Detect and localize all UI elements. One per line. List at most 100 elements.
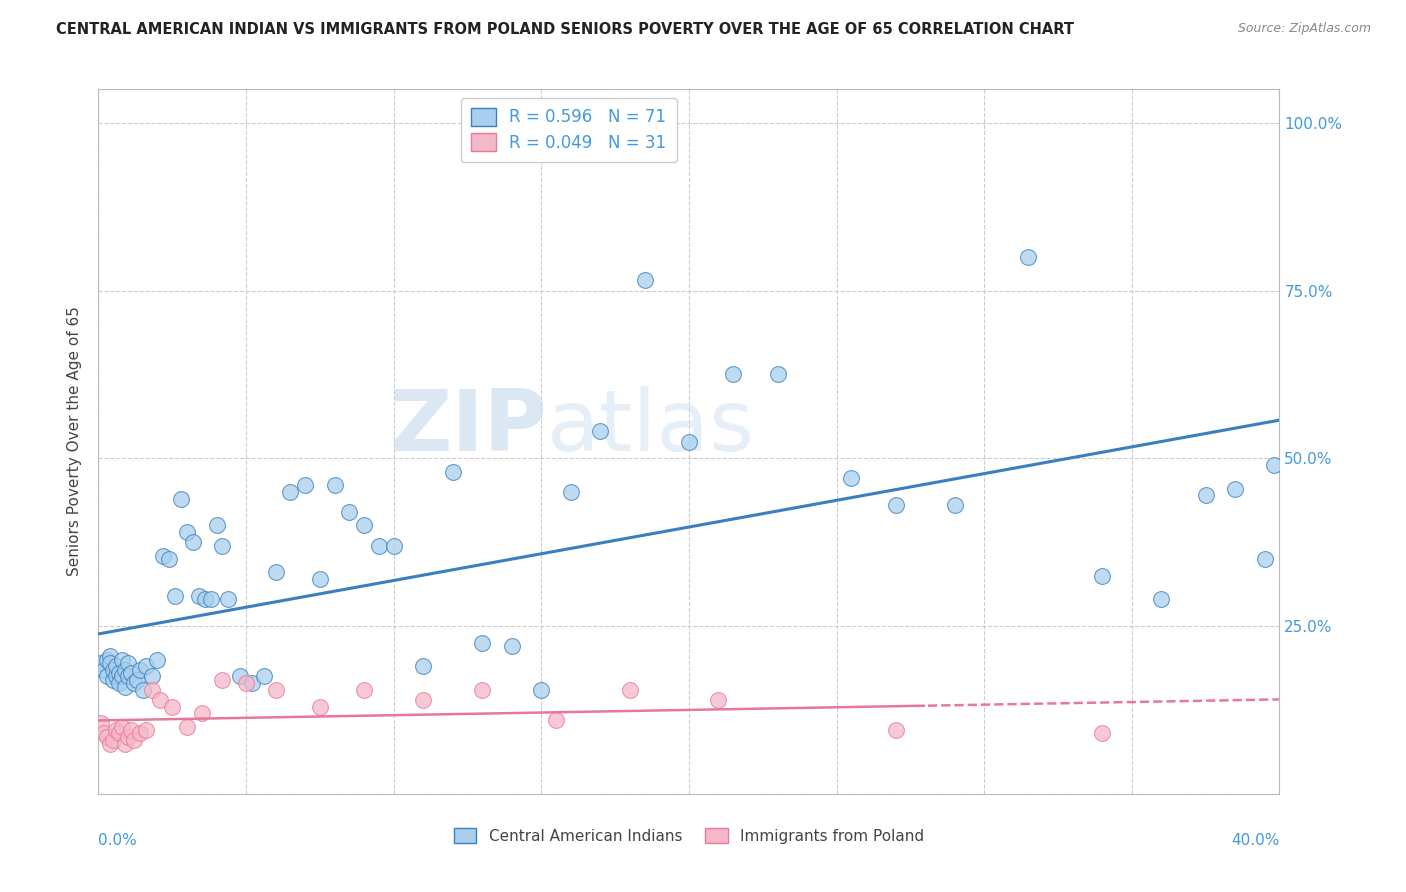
Point bbox=[368, 539, 391, 553]
Point bbox=[108, 676, 131, 690]
Point bbox=[530, 682, 553, 697]
Point bbox=[309, 699, 332, 714]
Point bbox=[105, 669, 128, 683]
Point bbox=[108, 666, 131, 681]
Point bbox=[560, 484, 582, 499]
Point bbox=[96, 669, 118, 683]
Point bbox=[120, 666, 142, 681]
Point bbox=[103, 663, 125, 677]
Text: ZIP: ZIP bbox=[389, 386, 547, 469]
Point bbox=[96, 653, 118, 667]
Point bbox=[191, 706, 214, 721]
Point bbox=[382, 539, 405, 553]
Point bbox=[146, 653, 169, 667]
Point bbox=[128, 663, 150, 677]
Point bbox=[766, 368, 789, 382]
Point bbox=[200, 592, 222, 607]
Point bbox=[441, 465, 464, 479]
Point bbox=[211, 673, 233, 687]
Point bbox=[135, 659, 157, 673]
Point bbox=[546, 713, 568, 727]
Point bbox=[114, 737, 136, 751]
Point bbox=[132, 682, 155, 697]
Point bbox=[181, 535, 204, 549]
Point bbox=[194, 592, 217, 607]
Point bbox=[353, 682, 375, 697]
Point bbox=[339, 505, 361, 519]
Point bbox=[1150, 592, 1173, 607]
Point bbox=[170, 491, 193, 506]
Point bbox=[108, 726, 131, 740]
Point bbox=[841, 471, 863, 485]
Point bbox=[1195, 488, 1218, 502]
Point bbox=[128, 726, 150, 740]
Point bbox=[634, 273, 657, 287]
Point bbox=[309, 572, 332, 586]
Point bbox=[93, 663, 115, 677]
Point bbox=[723, 368, 745, 382]
Point bbox=[187, 589, 209, 603]
Point bbox=[117, 669, 139, 683]
Point bbox=[117, 730, 139, 744]
Point bbox=[111, 669, 134, 683]
Text: atlas: atlas bbox=[547, 386, 755, 469]
Point bbox=[1091, 726, 1114, 740]
Point bbox=[90, 716, 112, 731]
Point bbox=[111, 653, 134, 667]
Point bbox=[884, 498, 907, 512]
Point bbox=[943, 498, 966, 512]
Point bbox=[114, 680, 136, 694]
Point bbox=[211, 539, 233, 553]
Point bbox=[114, 663, 136, 677]
Point bbox=[678, 434, 700, 449]
Point bbox=[253, 669, 276, 683]
Point bbox=[1263, 458, 1285, 472]
Point bbox=[120, 723, 142, 738]
Point bbox=[117, 656, 139, 670]
Point bbox=[229, 669, 252, 683]
Point bbox=[176, 525, 198, 540]
Point bbox=[205, 518, 228, 533]
Point bbox=[353, 518, 375, 533]
Point bbox=[122, 676, 145, 690]
Text: CENTRAL AMERICAN INDIAN VS IMMIGRANTS FROM POLAND SENIORS POVERTY OVER THE AGE O: CENTRAL AMERICAN INDIAN VS IMMIGRANTS FR… bbox=[56, 22, 1074, 37]
Point bbox=[707, 693, 730, 707]
Point bbox=[1254, 552, 1277, 566]
Point bbox=[589, 425, 612, 439]
Point bbox=[471, 682, 494, 697]
Point bbox=[103, 733, 125, 747]
Point bbox=[141, 669, 163, 683]
Point bbox=[323, 478, 346, 492]
Point bbox=[149, 693, 172, 707]
Point bbox=[884, 723, 907, 738]
Point bbox=[152, 549, 174, 563]
Point bbox=[501, 639, 523, 653]
Point bbox=[96, 730, 118, 744]
Point bbox=[280, 484, 302, 499]
Point bbox=[98, 737, 121, 751]
Point bbox=[93, 726, 115, 740]
Point bbox=[105, 723, 128, 738]
Point bbox=[98, 656, 121, 670]
Point bbox=[412, 693, 434, 707]
Point bbox=[619, 682, 641, 697]
Point bbox=[264, 566, 287, 580]
Text: Source: ZipAtlas.com: Source: ZipAtlas.com bbox=[1237, 22, 1371, 36]
Legend: Central American Indians, Immigrants from Poland: Central American Indians, Immigrants fro… bbox=[447, 822, 931, 850]
Point bbox=[235, 676, 257, 690]
Point bbox=[122, 733, 145, 747]
Point bbox=[412, 659, 434, 673]
Point bbox=[217, 592, 239, 607]
Point bbox=[264, 682, 287, 697]
Point bbox=[471, 636, 494, 650]
Point bbox=[90, 656, 112, 670]
Point bbox=[176, 720, 198, 734]
Point bbox=[1018, 250, 1040, 264]
Point bbox=[125, 673, 148, 687]
Point bbox=[240, 676, 263, 690]
Text: 0.0%: 0.0% bbox=[98, 832, 138, 847]
Text: 40.0%: 40.0% bbox=[1232, 832, 1279, 847]
Point bbox=[103, 673, 125, 687]
Point bbox=[135, 723, 157, 738]
Point bbox=[1091, 568, 1114, 582]
